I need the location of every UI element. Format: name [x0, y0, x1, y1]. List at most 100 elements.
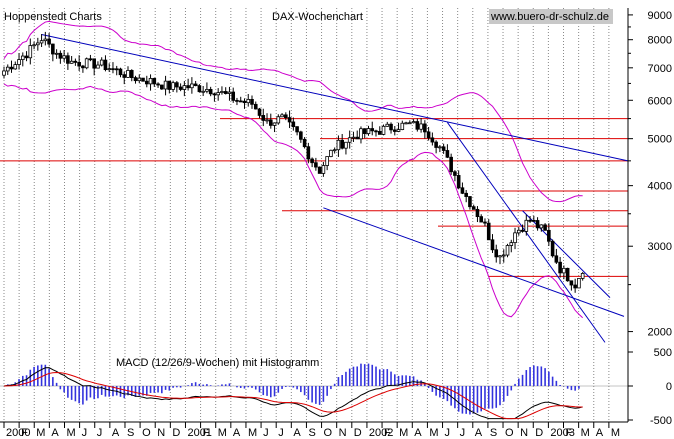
x-tick-label: A: [475, 427, 483, 439]
candle-body: [355, 136, 360, 140]
candle-body: [370, 128, 375, 132]
x-tick-label: N: [157, 427, 165, 439]
candle-body: [114, 68, 119, 71]
candle-body: [314, 162, 318, 168]
candle-body: [400, 122, 405, 130]
candle-body: [374, 130, 378, 133]
candles-layer: [2, 31, 585, 293]
x-tick-label: M: [218, 427, 227, 439]
candle-body: [182, 85, 187, 90]
source-label: Hoppenstedt Charts: [4, 11, 102, 23]
candle-body: [39, 40, 44, 44]
candle-body: [205, 89, 209, 92]
candle-body: [291, 121, 296, 128]
candle-body: [13, 64, 18, 70]
candle-body: [392, 129, 397, 132]
candle-body: [445, 150, 450, 158]
candle-body: [190, 83, 194, 89]
candle-body: [62, 55, 66, 59]
candle-body: [532, 219, 536, 222]
candle-body: [494, 249, 499, 258]
x-tick-label: M: [581, 427, 590, 439]
candle-body: [193, 83, 198, 87]
candle-body: [539, 224, 544, 229]
x-tick-label: M: [399, 427, 408, 439]
candle-body: [24, 55, 29, 59]
x-tick-label: A: [112, 427, 120, 439]
candle-body: [141, 77, 145, 82]
candle-body: [336, 139, 341, 151]
x-tick-label: J: [445, 427, 451, 439]
candle-body: [5, 66, 10, 72]
candle-body: [272, 122, 277, 126]
bollinger-band: [3, 20, 583, 203]
x-tick-label: M: [36, 427, 45, 439]
macd-tick-label: 0: [666, 381, 672, 393]
candle-body: [235, 99, 239, 102]
candle-body: [543, 224, 547, 231]
candle-body: [257, 108, 262, 116]
x-tick-label: F: [384, 427, 391, 439]
candle-body: [276, 116, 281, 124]
candle-body: [20, 55, 25, 60]
x-tick-label: O: [505, 427, 514, 439]
candle-body: [411, 121, 416, 124]
candle-body: [438, 146, 442, 149]
candle-body: [287, 117, 292, 123]
candle-body: [351, 136, 356, 139]
candle-body: [516, 229, 521, 234]
candle-body: [340, 139, 344, 149]
candle-body: [227, 91, 232, 94]
candle-body: [186, 85, 190, 89]
x-tick-label: 2001: [187, 427, 211, 439]
candle-body: [223, 91, 228, 94]
macd-line: [3, 367, 583, 420]
candle-body: [250, 98, 254, 105]
y-tick-label: 2000: [648, 327, 672, 339]
candle-body: [524, 219, 529, 232]
candle-body: [577, 278, 581, 289]
candle-body: [381, 125, 386, 135]
x-tick-label: M: [248, 427, 257, 439]
candle-body: [426, 131, 431, 139]
x-tick-label: J: [263, 427, 269, 439]
trend-line: [41, 34, 629, 162]
candle-body: [505, 245, 510, 256]
candle-body: [253, 103, 258, 110]
candle-body: [231, 91, 236, 101]
candle-body: [208, 89, 213, 95]
candle-body: [317, 166, 322, 174]
x-tick-label: S: [490, 427, 497, 439]
y-tick-label: 5000: [648, 134, 672, 146]
candle-body: [69, 60, 74, 64]
candle-body: [122, 74, 127, 78]
x-tick-label: D: [354, 427, 362, 439]
candle-body: [17, 59, 21, 65]
candle-body: [160, 84, 164, 90]
candle-body: [520, 229, 525, 232]
x-tick-label: 2002: [369, 427, 393, 439]
candle-body: [441, 146, 446, 151]
candle-body: [362, 128, 367, 134]
candle-body: [299, 131, 303, 140]
x-tick-label: F: [203, 427, 210, 439]
candle-body: [246, 98, 251, 104]
candle-body: [449, 156, 453, 173]
candle-body: [197, 85, 202, 93]
candle-body: [77, 61, 81, 67]
candle-body: [156, 83, 160, 86]
candle-body: [569, 280, 574, 286]
candle-body: [58, 52, 63, 59]
candle-body: [242, 100, 247, 104]
y-tick-label: 7000: [648, 63, 672, 75]
candle-body: [103, 59, 108, 71]
candle-body: [385, 123, 390, 127]
candle-body: [419, 123, 423, 130]
bollinger-band: [3, 83, 584, 319]
candle-body: [32, 44, 36, 47]
candle-body: [408, 122, 412, 125]
candle-body: [498, 255, 502, 258]
candle-body: [268, 119, 273, 126]
